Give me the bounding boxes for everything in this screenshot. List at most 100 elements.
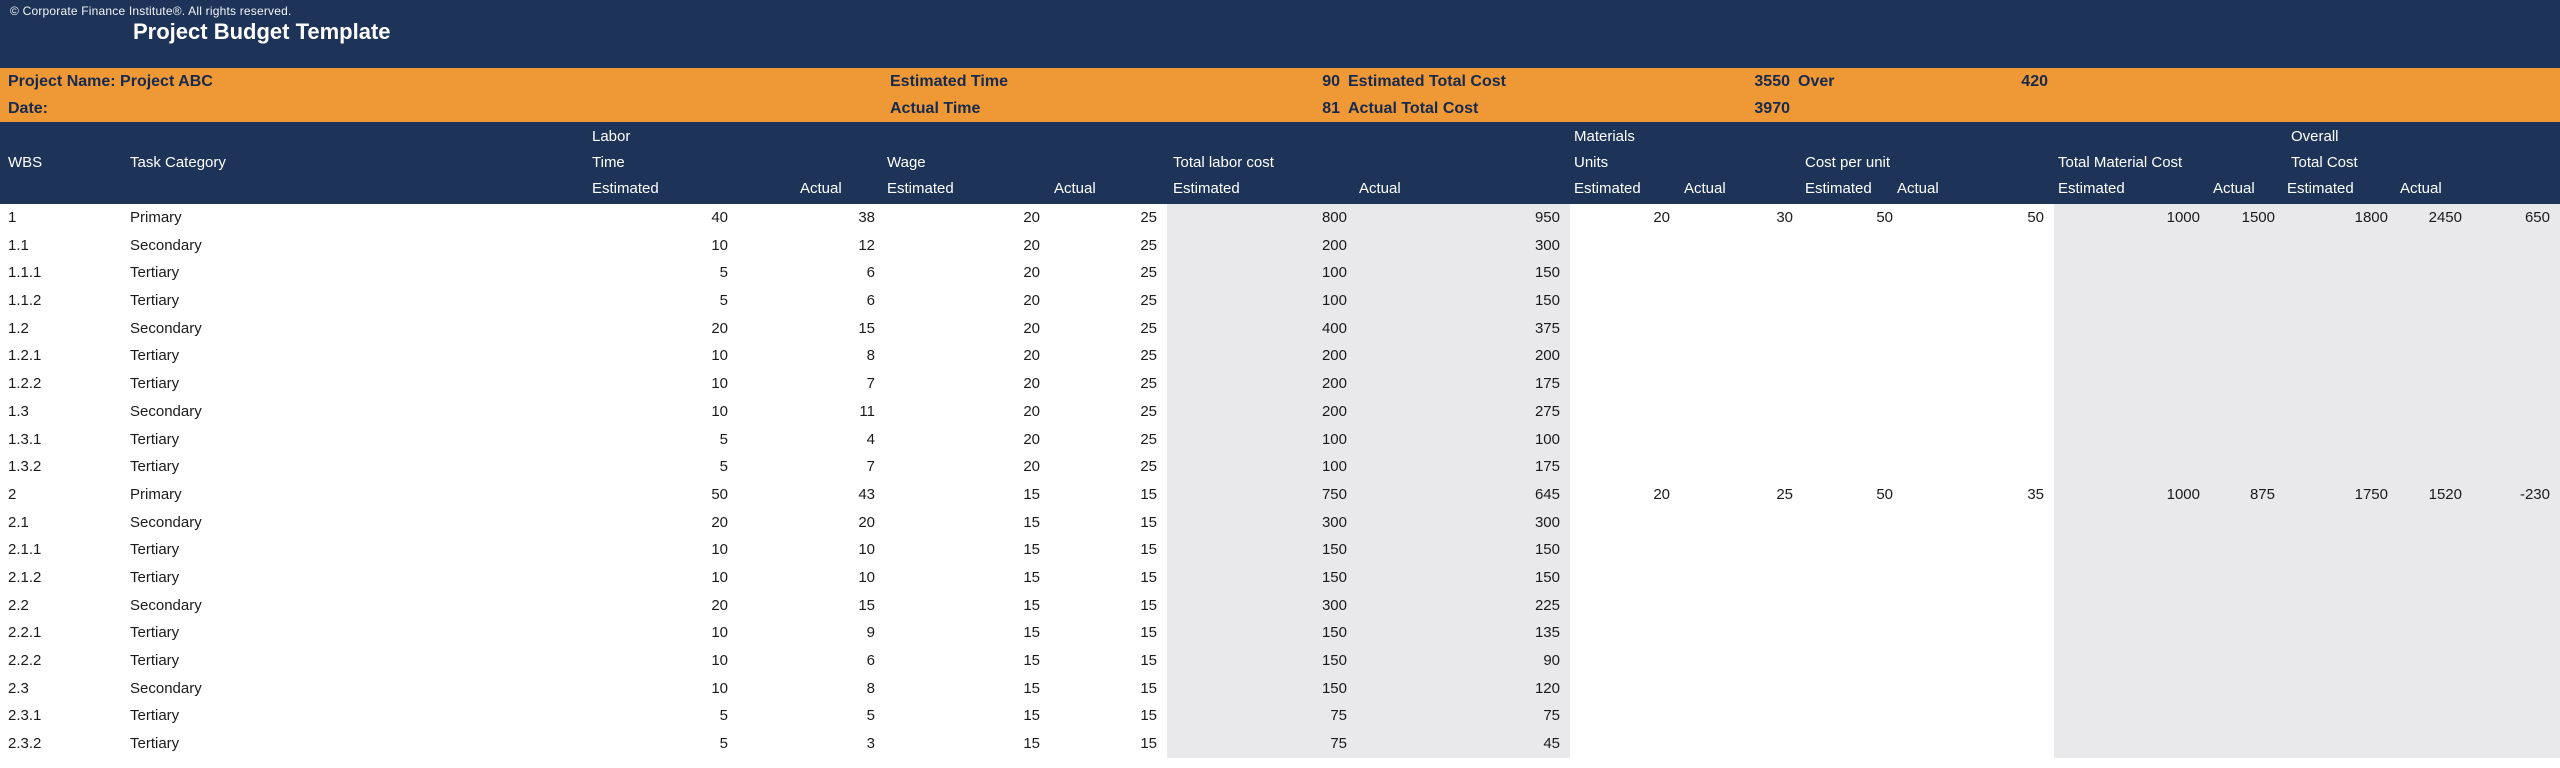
cell[interactable]: 30 [1776,209,1793,226]
cell[interactable]: 100 [1357,425,1570,454]
cell[interactable] [2472,314,2560,343]
cell[interactable] [1903,370,2054,398]
cell[interactable]: Secondary [130,236,202,254]
cell[interactable]: 1.2.2 [8,375,42,393]
cell[interactable]: 50 [2027,209,2044,226]
cell[interactable]: 15 [1023,624,1040,642]
cell[interactable] [1803,675,1903,703]
cell[interactable]: 5 [719,292,728,310]
cell[interactable] [2054,342,2210,371]
cell[interactable] [1570,232,1680,260]
estimated-time-value[interactable]: 90 [1322,73,1340,90]
cell[interactable] [1903,342,2054,370]
cell[interactable] [2285,259,2398,288]
cell[interactable]: 75 [1167,702,1357,731]
cell[interactable] [2398,453,2472,481]
cell[interactable]: Tertiary [130,458,180,476]
cell[interactable]: Secondary [130,402,202,420]
cell[interactable]: Tertiary [130,624,180,642]
cell[interactable]: 10 [711,541,728,559]
cell[interactable] [1570,315,1680,343]
cell[interactable] [1680,619,1803,647]
cell[interactable]: 12 [858,236,875,254]
cell[interactable] [1680,509,1803,537]
cell[interactable] [1680,536,1803,564]
cell[interactable]: 200 [1357,342,1570,371]
over-value[interactable]: 420 [2021,73,2048,90]
cell[interactable] [1803,730,1903,758]
cell[interactable]: Tertiary [130,735,180,753]
cell[interactable]: 1.3.1 [8,430,42,448]
cell[interactable]: 275 [1357,397,1570,426]
cell[interactable]: 650 [2472,204,2560,232]
cell[interactable] [2398,674,2472,703]
cell[interactable] [1680,370,1803,398]
cell[interactable]: 300 [1167,508,1357,537]
cell[interactable] [1903,730,2054,758]
cell[interactable] [2285,314,2398,343]
cell[interactable]: 20 [711,513,728,531]
cell[interactable] [2472,287,2560,315]
cell[interactable] [1570,287,1680,315]
cell[interactable]: 225 [1357,591,1570,620]
cell[interactable] [1803,536,1903,564]
cell[interactable]: Tertiary [130,347,180,365]
cell[interactable] [1903,259,2054,287]
cell[interactable]: 200 [1167,342,1357,371]
cell[interactable] [2054,508,2210,537]
cell[interactable] [2285,508,2398,537]
cell[interactable] [1903,315,2054,343]
cell[interactable]: 7 [866,375,875,393]
cell[interactable] [1570,342,1680,370]
cell[interactable] [1680,675,1803,703]
cell[interactable] [2210,453,2285,481]
cell[interactable]: 15 [1140,707,1157,725]
cell[interactable] [2210,425,2285,454]
cell[interactable]: 15 [1023,652,1040,669]
cell[interactable]: 20 [1023,375,1040,393]
cell[interactable] [2472,563,2560,592]
cell[interactable] [2398,342,2472,371]
cell[interactable]: 15 [1140,652,1157,669]
cell[interactable] [2210,342,2285,371]
cell[interactable]: 15 [1023,735,1040,753]
cell[interactable] [2210,674,2285,703]
cell[interactable] [2398,425,2472,454]
date-cell[interactable]: Date: [8,100,49,117]
cell[interactable] [2285,730,2398,758]
cell[interactable]: 20 [1653,485,1670,503]
cell[interactable] [1570,730,1680,758]
cell[interactable]: 1500 [2210,204,2285,232]
cell[interactable] [2210,259,2285,288]
cell[interactable]: 8 [866,347,875,365]
cell[interactable] [2472,425,2560,454]
cell[interactable] [1570,647,1680,675]
cell[interactable] [2054,591,2210,620]
cell[interactable]: 2.1.2 [8,568,42,586]
cell[interactable]: 25 [1140,458,1157,476]
cell[interactable]: 20 [711,596,728,614]
cell[interactable] [2054,453,2210,481]
cell[interactable] [2285,453,2398,481]
cell[interactable]: 5 [719,458,728,476]
cell[interactable]: Tertiary [130,375,180,393]
cell[interactable] [2285,563,2398,592]
cell[interactable]: 200 [1167,370,1357,398]
cell[interactable] [2210,287,2285,315]
cell[interactable] [2398,287,2472,315]
cell[interactable]: Secondary [130,513,202,531]
cell[interactable] [2285,287,2398,315]
cell[interactable]: 5 [719,430,728,448]
cell[interactable]: 20 [1023,209,1040,226]
cell[interactable]: 50 [1876,485,1893,503]
cell[interactable]: 25 [1140,430,1157,448]
cell[interactable]: Tertiary [130,264,180,282]
cell[interactable]: 38 [858,209,875,226]
cell[interactable] [1903,675,2054,703]
cell[interactable] [2210,370,2285,398]
cell[interactable] [1570,453,1680,481]
cell[interactable] [1803,259,1903,287]
cell[interactable]: 20 [1023,236,1040,254]
cell[interactable]: 25 [1140,264,1157,282]
cell[interactable]: 50 [1876,209,1893,226]
